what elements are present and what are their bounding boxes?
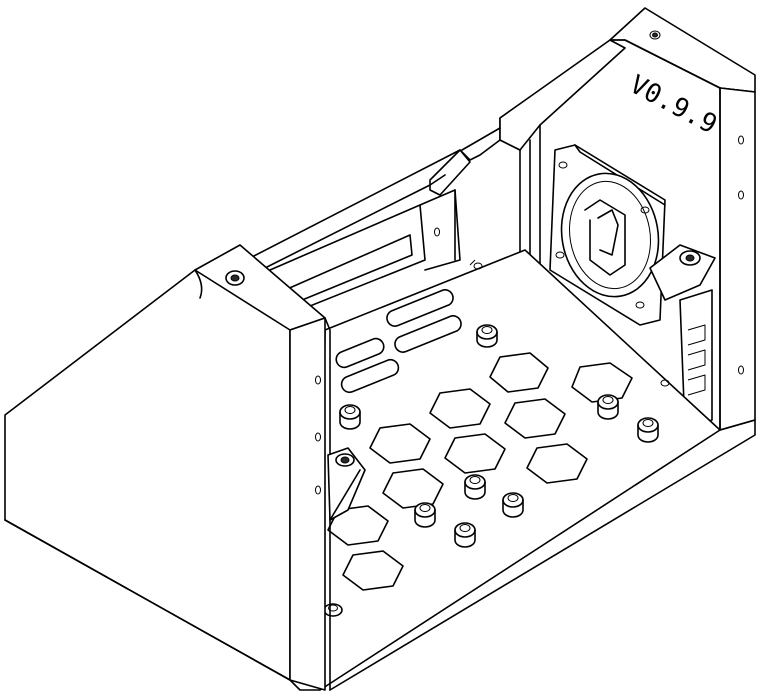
- cylindrical-standoffs: [323, 324, 659, 617]
- fan-housing: [549, 144, 666, 326]
- left-side-panel: [4, 244, 331, 691]
- left-clamp: [327, 447, 366, 521]
- ventilation-slots: [335, 289, 462, 394]
- hexagonal-standoff-holes: [327, 352, 633, 591]
- right-clamp: [649, 244, 716, 431]
- rear-top-rail: [249, 7, 756, 269]
